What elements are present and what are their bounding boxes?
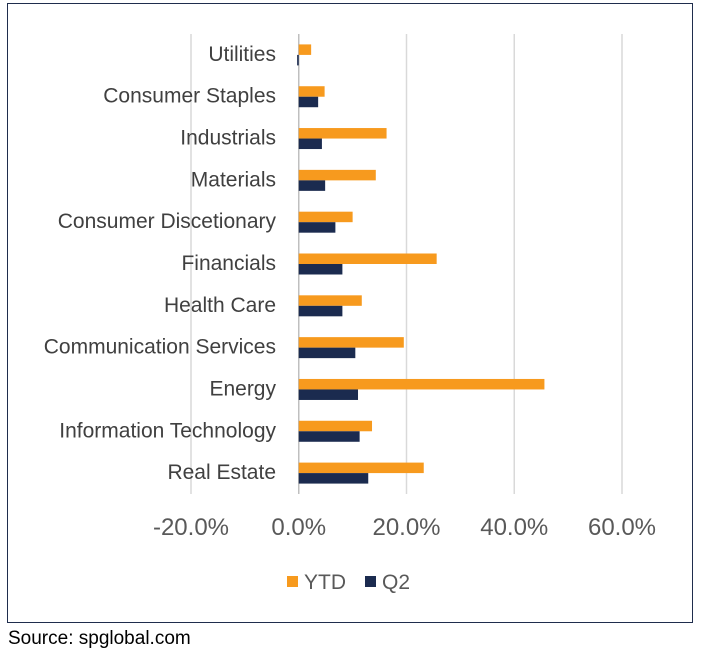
category-label-0: Utilities: [208, 43, 276, 66]
x-tick-label-3: 40.0%: [480, 514, 548, 541]
category-label-5: Financials: [181, 252, 276, 275]
bar-ytd-6: [298, 295, 362, 306]
category-label-8: Energy: [209, 377, 276, 400]
bar-q2-1: [298, 96, 319, 108]
bar-q2-4: [298, 222, 336, 233]
category-label-10: Real Estate: [167, 461, 276, 484]
sector-returns-chart: Utilities Consumer Staples Industrials Mate…: [44, 34, 656, 594]
bar-ytd-9: [298, 420, 373, 432]
category-label-2: Industrials: [180, 127, 276, 150]
category-labels: Utilities Consumer Staples Industrials Mate…: [44, 43, 277, 484]
bar-q2-8: [298, 389, 359, 400]
bars: [297, 44, 545, 484]
bar-ytd-7: [298, 337, 404, 348]
bar-ytd-0: [298, 44, 312, 55]
bar-ytd-2: [298, 128, 387, 139]
source-note: Source: spglobal.com: [8, 628, 191, 649]
bar-ytd-10: [298, 462, 424, 474]
bar-q2-7: [298, 347, 356, 359]
category-label-1: Consumer Staples: [103, 85, 276, 108]
bar-ytd-3: [298, 169, 376, 181]
category-label-7: Communication Services: [44, 336, 276, 359]
bar-q2-3: [298, 180, 326, 191]
x-tick-labels: -20.0% 0.0% 20.0% 40.0% 60.0%: [153, 514, 656, 541]
legend-swatch-q2: [365, 576, 376, 587]
bar-q2-10: [298, 473, 369, 484]
bar-ytd-4: [298, 211, 353, 223]
x-tick-label-1: 0.0%: [271, 514, 326, 541]
bar-q2-0: [297, 54, 299, 66]
category-label-4: Consumer Discetionary: [58, 210, 277, 233]
legend-label-q2: Q2: [382, 571, 410, 594]
bar-ytd-5: [298, 253, 437, 264]
category-label-6: Health Care: [164, 294, 276, 317]
bar-ytd-1: [298, 86, 325, 97]
chart-frame: [7, 3, 693, 623]
bar-q2-2: [298, 138, 322, 150]
bar-q2-9: [298, 431, 360, 442]
legend-label-ytd: YTD: [304, 571, 346, 594]
x-tick-label-0: -20.0%: [153, 514, 229, 541]
x-tick-label-4: 60.0%: [588, 514, 656, 541]
bar-q2-5: [298, 264, 343, 275]
legend: YTD Q2: [287, 571, 410, 594]
legend-swatch-ytd: [287, 576, 298, 587]
bar-q2-6: [298, 305, 343, 317]
category-label-9: Information Technology: [59, 419, 276, 442]
gridlines: [190, 34, 623, 494]
category-label-3: Materials: [191, 168, 276, 191]
x-tick-label-2: 20.0%: [372, 514, 440, 541]
bar-ytd-8: [298, 378, 545, 390]
